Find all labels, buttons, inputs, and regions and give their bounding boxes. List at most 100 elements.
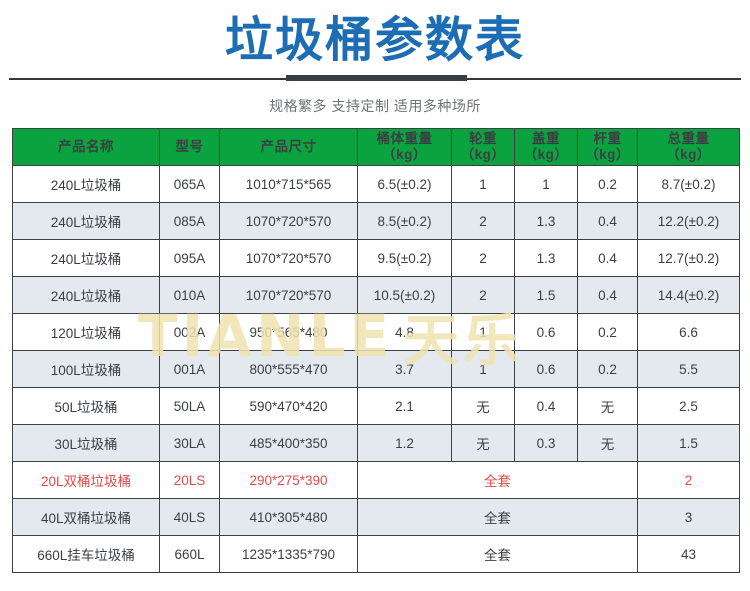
cell-model: 095A [159,239,220,277]
cell-lid-weight: 1 [514,165,578,203]
cell-total-weight: 6.6 [637,313,740,351]
cell-product-name: 120L垃圾桶 [12,313,160,351]
cell-total-weight: 12.7(±0.2) [637,239,740,277]
cell-body-weight: 9.5(±0.2) [357,239,452,277]
cell-rod-weight: 0.4 [577,239,638,277]
parameter-table: 产品名称 型号 产品尺寸 桶体重量 （kg） 轮重 （kg） 盖重 （kg） 杆重 （kg） 总重量（… [12,128,740,573]
cell-full-set: 全套 [357,498,638,536]
table-header-row: 产品名称 型号 产品尺寸 桶体重量 （kg） 轮重 （kg） 盖重 （kg） 杆重 （kg） 总重量（… [12,128,740,166]
cell-wheel-weight: 1 [451,313,515,351]
cell-model: 40LS [159,498,220,536]
cell-wheel-weight: 无 [451,387,515,425]
cell-product-name: 20L双桶垃圾桶 [12,461,160,499]
cell-model: 002A [159,313,220,351]
cell-model: 20LS [159,461,220,499]
cell-body-weight: 1.2 [357,424,452,462]
cell-wheel-weight: 1 [451,165,515,203]
cell-rod-weight: 无 [577,387,638,425]
cell-model: 30LA [159,424,220,462]
cell-model: 660L [159,535,220,573]
column-header-8: 总重量 （kg） [637,128,740,166]
column-header-unit: （kg） [666,147,711,162]
cell-size: 590*470*420 [219,387,358,425]
cell-wheel-weight: 2 [451,276,515,314]
column-header-2: 型号 [159,128,220,166]
column-header-label: 桶体重量 [376,131,433,146]
column-header-6: 盖重 （kg） [514,128,578,166]
cell-total-weight: 5.5 [637,350,740,388]
column-header-unit: （kg） [523,147,569,162]
column-header-label: 产品尺寸 [260,139,317,154]
column-header-label: 盖重 [532,131,560,146]
cell-size: 1070*720*570 [219,202,358,240]
cell-size: 950*565*480 [219,313,358,351]
cell-full-set: 全套 [357,535,638,573]
table-row: 100L垃圾桶 001A 800*555*470 3.7 1 0.6 0.2 5.5 [12,350,740,388]
cell-rod-weight: 0.2 [577,313,638,351]
table-row: 240L垃圾桶 085A 1070*720*570 8.5(±0.2) 2 1.3 0.4 1… [12,202,740,240]
cell-rod-weight: 0.4 [577,276,638,314]
cell-total-weight: 12.2(±0.2) [637,202,740,240]
column-header-unit: （kg） [460,147,506,162]
cell-size: 485*400*350 [219,424,358,462]
cell-size: 1070*720*570 [219,239,358,277]
cell-lid-weight: 1.3 [514,202,578,240]
page-subtitle: 规格繁多 支持定制 适用多种场所 [269,98,481,114]
table-row: 20L双桶垃圾桶 20LS 290*275*390 全套 2 [12,461,740,499]
column-header-label: 总重量 [667,131,710,146]
cell-size: 800*555*470 [219,350,358,388]
column-header-unit: （kg） [585,147,630,162]
cell-lid-weight: 1.5 [514,276,578,314]
cell-total-weight: 8.7(±0.2) [637,165,740,203]
cell-total-weight: 2.5 [637,387,740,425]
cell-rod-weight: 0.2 [577,165,638,203]
cell-model: 50LA [159,387,220,425]
cell-product-name: 40L双桶垃圾桶 [12,498,160,536]
cell-model: 065A [159,165,220,203]
cell-full-set: 全套 [357,461,638,499]
table-row: 120L垃圾桶 002A 950*565*480 4.8 1 0.6 0.2 6.6 [12,313,740,351]
cell-lid-weight: 0.3 [514,424,578,462]
cell-size: 1010*715*565 [219,165,358,203]
cell-wheel-weight: 1 [451,350,515,388]
cell-product-name: 660L挂车垃圾桶 [12,535,160,573]
title-divider-accent [286,75,467,81]
subtitle-block: 规格繁多 支持定制 适用多种场所 [0,96,750,116]
cell-product-name: 240L垃圾桶 [12,202,160,240]
cell-product-name: 30L垃圾桶 [12,424,160,462]
cell-total-weight: 14.4(±0.2) [637,276,740,314]
cell-wheel-weight: 2 [451,202,515,240]
parameter-table-container: 产品名称 型号 产品尺寸 桶体重量 （kg） 轮重 （kg） 盖重 （kg） 杆重 （kg） 总重量（… [12,128,740,573]
cell-body-weight: 3.7 [357,350,452,388]
cell-body-weight: 8.5(±0.2) [357,202,452,240]
column-header-7: 杆重 （kg） [577,128,638,166]
column-header-label: 轮重 [469,131,497,146]
cell-size: 290*275*390 [219,461,358,499]
table-row: 50L垃圾桶 50LA 590*470*420 2.1 无 0.4 无 2.5 [12,387,740,425]
cell-product-name: 240L垃圾桶 [12,239,160,277]
cell-total-weight: 1.5 [637,424,740,462]
cell-size: 410*305*480 [219,498,358,536]
column-header-3: 产品尺寸 [219,128,358,166]
cell-product-name: 100L垃圾桶 [12,350,160,388]
cell-rod-weight: 无 [577,424,638,462]
column-header-unit: （kg） [382,147,427,162]
cell-lid-weight: 1.3 [514,239,578,277]
table-header: 产品名称 型号 产品尺寸 桶体重量 （kg） 轮重 （kg） 盖重 （kg） 杆重 （kg） 总重量（… [12,128,740,166]
cell-model: 085A [159,202,220,240]
page-title: 垃圾桶参数表 [224,12,525,68]
cell-wheel-weight: 无 [451,424,515,462]
cell-body-weight: 2.1 [357,387,452,425]
table-body: 240L垃圾桶 065A 1010*715*565 6.5(±0.2) 1 1 0.2 8.7… [12,165,740,573]
column-header-1: 产品名称 [12,128,160,166]
table-row: 660L挂车垃圾桶 660L 1235*1335*790 全套 43 [12,535,740,573]
cell-model: 001A [159,350,220,388]
column-header-4: 桶体重量 （kg） [357,128,452,166]
cell-size: 1235*1335*790 [219,535,358,573]
cell-body-weight: 10.5(±0.2) [357,276,452,314]
table-row: 30L垃圾桶 30LA 485*400*350 1.2 无 0.3 无 1.5 [12,424,740,462]
title-block: 垃圾桶参数表 [0,14,750,66]
cell-lid-weight: 0.6 [514,313,578,351]
cell-size: 1070*720*570 [219,276,358,314]
table-row: 240L垃圾桶 010A 1070*720*570 10.5(±0.2) 2 1.5 0.4… [12,276,740,314]
